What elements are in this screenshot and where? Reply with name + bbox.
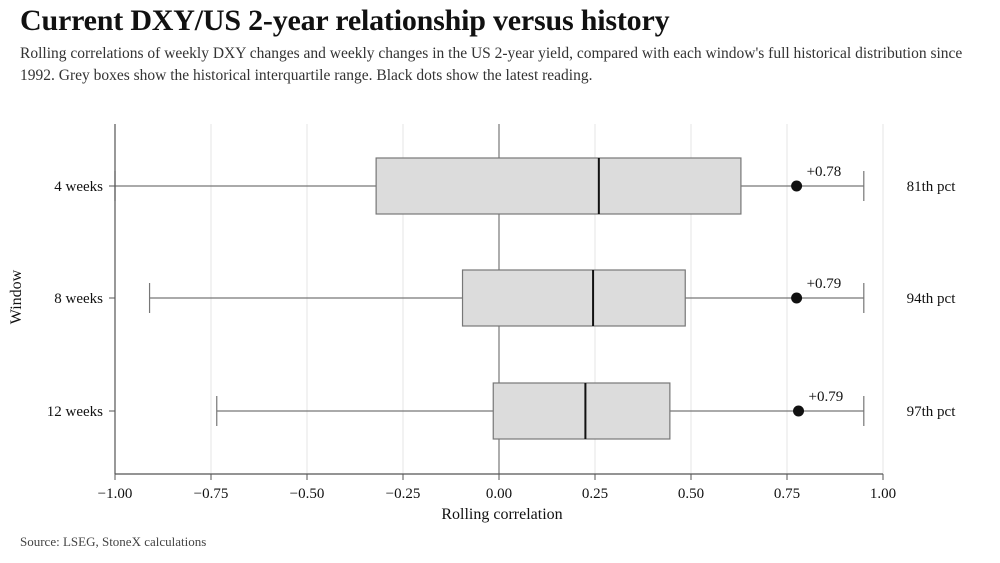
latest-dot (791, 180, 803, 192)
percentile-label: 94th pct (907, 291, 957, 307)
source-note: Source: LSEG, StoneX calculations (20, 534, 207, 549)
latest-dot (791, 292, 803, 304)
x-tick-label: 1.00 (870, 486, 896, 502)
y-axis-label: Window (8, 269, 25, 324)
x-tick-label: 0.25 (582, 486, 608, 502)
percentile-label: 97th pct (907, 404, 957, 420)
chart-subtitle: Rolling correlations of weekly DXY chang… (20, 45, 963, 84)
x-tick-label: 0.50 (678, 486, 704, 502)
iqr-box (461, 269, 686, 327)
iqr-box (492, 382, 671, 440)
x-tick-label: −1.00 (98, 486, 133, 502)
x-tick-label: 0.75 (774, 486, 800, 502)
axes: −1.00 −0.75 −0.50 −0.25 0.00 0.25 0.50 0.75 1.00… (47, 124, 896, 502)
chart-title: Current DXY/US 2-year relationship versu… (20, 4, 670, 37)
x-tick-label: 0.00 (486, 486, 512, 502)
y-tick-label: 8 weeks (54, 291, 103, 307)
latest-value-label: +0.79 (809, 389, 844, 405)
box-group: +0.79 94th pct (148, 269, 957, 327)
x-tick-label: −0.75 (194, 486, 229, 502)
boxes: +0.78 81th pct +0.79 94th pct +0.79 97th pct (114, 157, 957, 440)
y-tick-label: 4 weeks (54, 179, 103, 195)
x-tick-label: −0.50 (290, 486, 325, 502)
latest-value-label: +0.78 (807, 164, 842, 180)
latest-dot (793, 405, 805, 417)
x-axis-label: Rolling correlation (441, 506, 562, 523)
latest-value-label: +0.79 (807, 276, 842, 292)
percentile-label: 81th pct (907, 179, 957, 195)
box-group: +0.79 97th pct (216, 382, 957, 440)
y-tick-label: 12 weeks (47, 404, 103, 420)
iqr-box (375, 157, 742, 215)
box-group: +0.78 81th pct (114, 157, 957, 215)
x-tick-label: −0.25 (386, 486, 421, 502)
